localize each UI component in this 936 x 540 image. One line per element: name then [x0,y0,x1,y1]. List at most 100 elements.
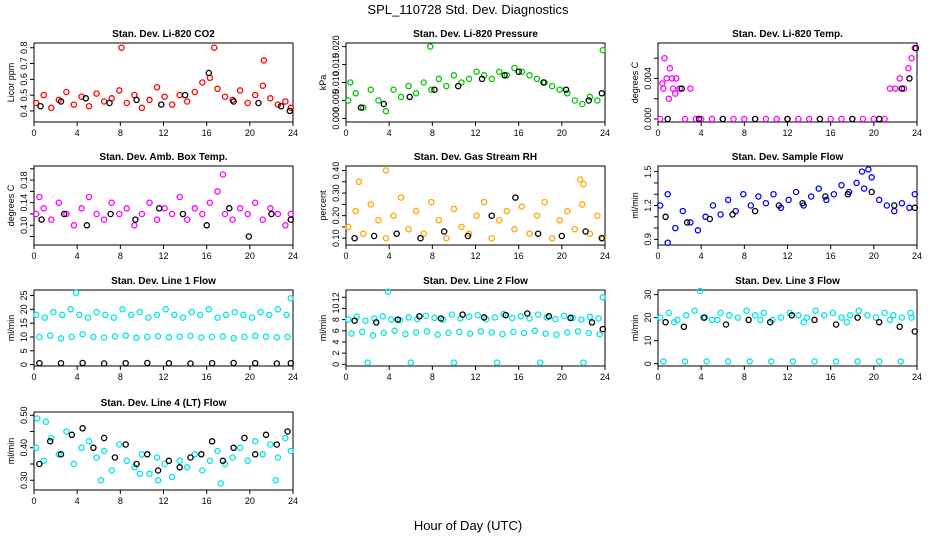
data-point [93,90,100,97]
panel-title: Stan. Dev. Line 3 Flow [735,276,840,287]
panel-title: Stan. Dev. Li-820 Temp. [732,29,843,40]
data-point [161,205,168,212]
x-tick-label: 4 [387,372,392,382]
data-point [448,311,456,318]
series-2 [351,310,607,333]
data-point [691,307,698,314]
data-point [891,202,898,209]
data-point [875,115,883,123]
data-point [524,310,531,317]
data-point [384,288,392,295]
data-point [662,318,669,326]
data-point [259,216,267,223]
data-point [273,334,281,341]
data-point [165,359,173,367]
figure-title: SPL_110728 Std. Dev. Diagnostics [367,2,569,17]
data-point [138,451,146,458]
plot-frame [657,289,918,367]
data-point [284,333,291,341]
x-tick-label: 20 [869,251,879,261]
x-tick-label: 12 [470,128,480,138]
data-point [282,434,289,442]
data-point [473,68,480,75]
data-point [367,86,375,93]
y-tick-label: 0.4 [19,105,29,118]
data-point [286,107,294,115]
data-point [369,332,377,339]
data-point [789,358,797,365]
data-point [868,174,875,181]
data-point [846,312,854,319]
data-point [97,477,105,484]
data-point [93,210,100,218]
data-point [545,313,553,320]
data-point [708,316,716,324]
data-point [123,457,131,465]
plot-frame [33,289,294,367]
data-point [832,358,840,365]
data-point [683,219,691,226]
x-tick-label: 24 [600,128,610,138]
data-point [405,82,412,90]
series-1 [32,171,295,229]
data-point [714,316,721,324]
data-point [533,212,541,219]
data-point [423,328,431,335]
data-point [187,360,194,367]
data-point [154,467,162,474]
data-point [571,225,579,233]
data-point [198,451,205,458]
x-tick-label: 16 [826,372,836,382]
panel-title: Stan. Dev. Gas Stream RH [414,152,537,163]
x-tick-label: 24 [288,372,298,382]
x-tick-label: 12 [158,251,168,261]
data-point [402,330,409,338]
data-point [886,316,894,324]
x-tick-label: 20 [245,251,255,261]
data-point [412,90,420,97]
data-point [32,99,40,107]
data-point [687,219,694,226]
x-tick-label: 8 [742,372,747,382]
data-point [435,75,443,83]
data-point [703,358,710,365]
data-point [567,314,574,322]
data-point [251,91,259,99]
x-tick-label: 4 [699,128,704,138]
panel-title: Stan. Dev. Line 4 (LT) Flow [101,398,227,409]
data-point [477,328,485,335]
data-point [515,68,522,75]
data-point [656,115,664,123]
data-point [33,415,41,422]
data-point [795,115,802,123]
y-tick-label: 0.18 [19,171,29,189]
data-point [844,190,852,198]
x-tick-label: 24 [288,496,298,506]
y-tick-label: 0.50 [19,406,29,424]
data-point [556,86,563,93]
data-point [792,188,800,196]
data-point [473,212,480,219]
data-point [165,457,173,465]
data-point [503,207,511,215]
data-point [503,72,511,79]
data-point [162,306,169,313]
data-point [244,457,251,465]
data-point [865,166,872,173]
data-point [155,205,163,212]
data-point [881,309,888,317]
data-point [717,211,724,218]
y-tick-label: 0.000 [643,108,653,131]
data-point [510,328,517,336]
data-point [908,314,915,321]
y-tick-label: 0.010 [331,71,341,94]
data-point [72,289,80,297]
data-point [111,454,119,461]
panel-title: Stan. Dev. Sample Flow [732,152,844,163]
data-point [676,85,683,92]
y-tick-label: 0.5 [19,89,29,102]
data-point [518,68,526,75]
data-point [48,434,55,442]
data-point [397,93,405,101]
